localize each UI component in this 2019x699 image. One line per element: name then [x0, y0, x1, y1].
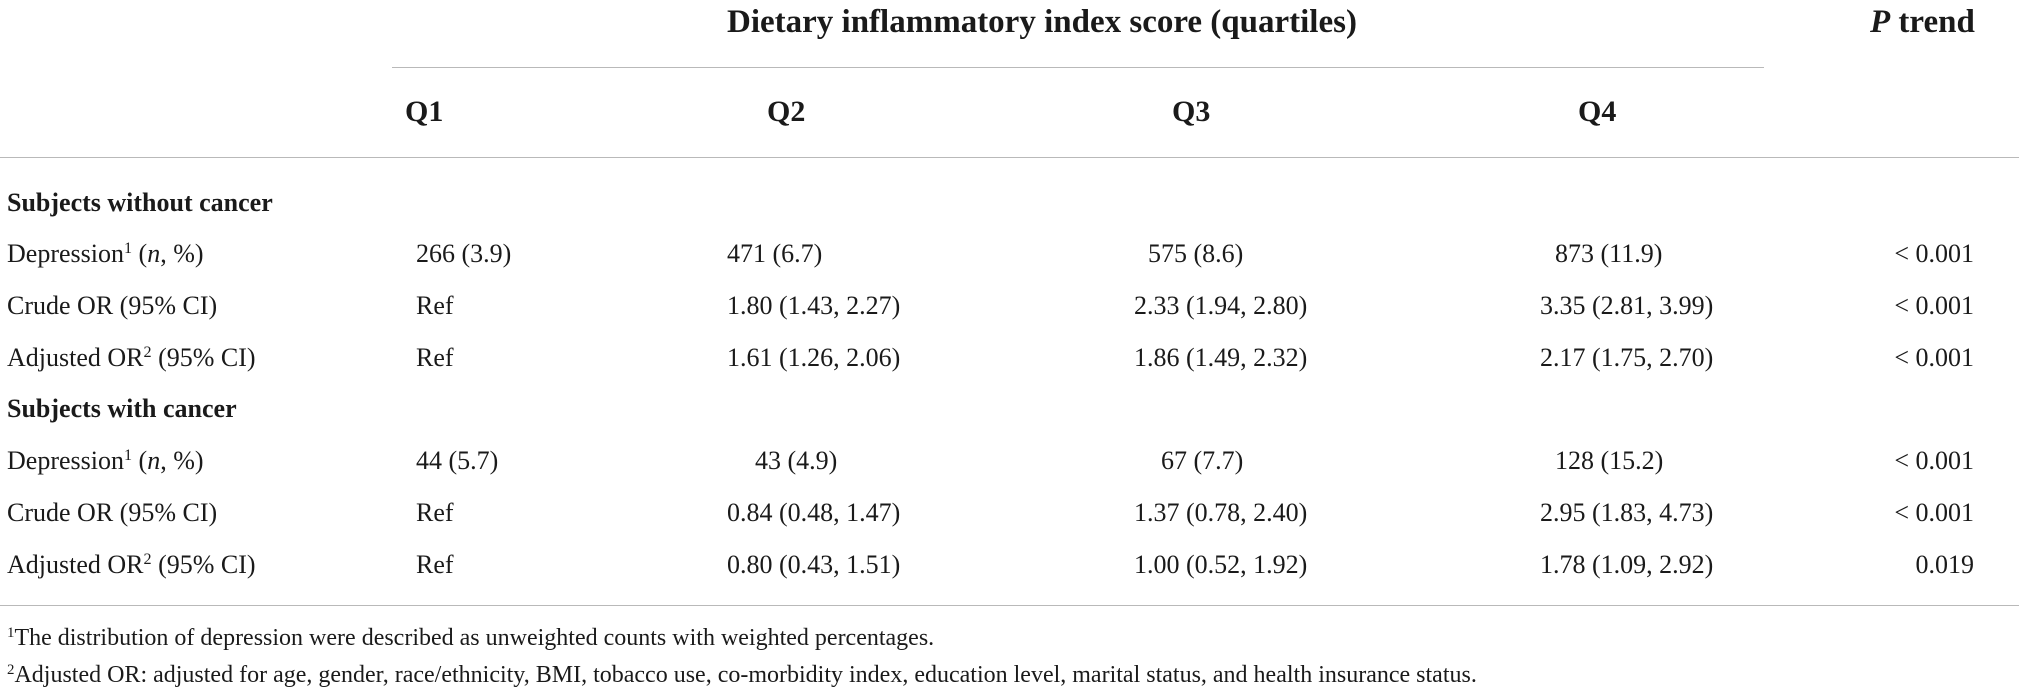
row-label: Crude OR (95% CI) — [7, 498, 218, 527]
cell-q3: 67 (7.7) — [1161, 446, 1244, 475]
cell-q2: 1.80 (1.43, 2.27) — [727, 291, 901, 320]
header-bottom-rule — [0, 157, 2019, 158]
cell-q3: 575 (8.6) — [1148, 239, 1244, 268]
cell-q2: 1.61 (1.26, 2.06) — [727, 343, 901, 372]
footnote-2: 2Adjusted OR: adjusted for age, gender, … — [7, 661, 1477, 688]
row-label: Adjusted OR2 (95% CI) — [7, 343, 256, 372]
cell-q3: 2.33 (1.94, 2.80) — [1134, 291, 1308, 320]
cell-q4: 3.35 (2.81, 3.99) — [1540, 291, 1714, 320]
cell-q2: 0.84 (0.48, 1.47) — [727, 498, 901, 527]
group-header-rule — [392, 67, 1764, 68]
cell-q1: Ref — [416, 343, 454, 372]
cell-q1: Ref — [416, 291, 454, 320]
row-label: Depression1 (n, %) — [7, 239, 204, 268]
row-label: Adjusted OR2 (95% CI) — [7, 550, 256, 579]
cell-q3: 1.37 (0.78, 2.40) — [1134, 498, 1308, 527]
cell-q1: Ref — [416, 550, 454, 579]
cell-p-trend: < 0.001 — [1894, 291, 1974, 320]
cell-q2: 43 (4.9) — [755, 446, 838, 475]
cell-q4: 873 (11.9) — [1555, 239, 1663, 268]
col-header-q2: Q2 — [767, 95, 806, 128]
cell-q4: 1.78 (1.09, 2.92) — [1540, 550, 1714, 579]
cell-q4: 128 (15.2) — [1555, 446, 1664, 475]
cell-q3: 1.00 (0.52, 1.92) — [1134, 550, 1308, 579]
col-header-q4: Q4 — [1578, 95, 1617, 128]
cell-p-trend: < 0.001 — [1894, 498, 1974, 527]
col-header-q1: Q1 — [405, 95, 444, 128]
p-trend-letter: P — [1870, 4, 1891, 40]
cell-p-trend: < 0.001 — [1894, 239, 1974, 268]
cell-q4: 2.95 (1.83, 4.73) — [1540, 498, 1714, 527]
cell-q1: 44 (5.7) — [416, 446, 499, 475]
row-label: Crude OR (95% CI) — [7, 291, 218, 320]
section-title-without-cancer: Subjects without cancer — [7, 188, 273, 217]
cell-q1: Ref — [416, 498, 454, 527]
p-trend-word: trend — [1898, 4, 1975, 40]
cell-q3: 1.86 (1.49, 2.32) — [1134, 343, 1308, 372]
table-bottom-rule — [0, 605, 2019, 606]
cell-p-trend: < 0.001 — [1894, 446, 1974, 475]
row-label: Depression1 (n, %) — [7, 446, 204, 475]
cell-q2: 0.80 (0.43, 1.51) — [727, 550, 901, 579]
cell-q1: 266 (3.9) — [416, 239, 512, 268]
col-header-q3: Q3 — [1172, 95, 1211, 128]
cell-p-trend: 0.019 — [1915, 550, 1975, 579]
section-title-with-cancer: Subjects with cancer — [7, 394, 237, 423]
cell-q4: 2.17 (1.75, 2.70) — [1540, 343, 1714, 372]
cell-q2: 471 (6.7) — [727, 239, 823, 268]
footnote-1: 1The distribution of depression were des… — [7, 624, 935, 651]
group-header: Dietary inflammatory index score (quarti… — [727, 4, 1357, 40]
p-trend-header: P trend — [1870, 4, 1975, 41]
cell-p-trend: < 0.001 — [1894, 343, 1974, 372]
